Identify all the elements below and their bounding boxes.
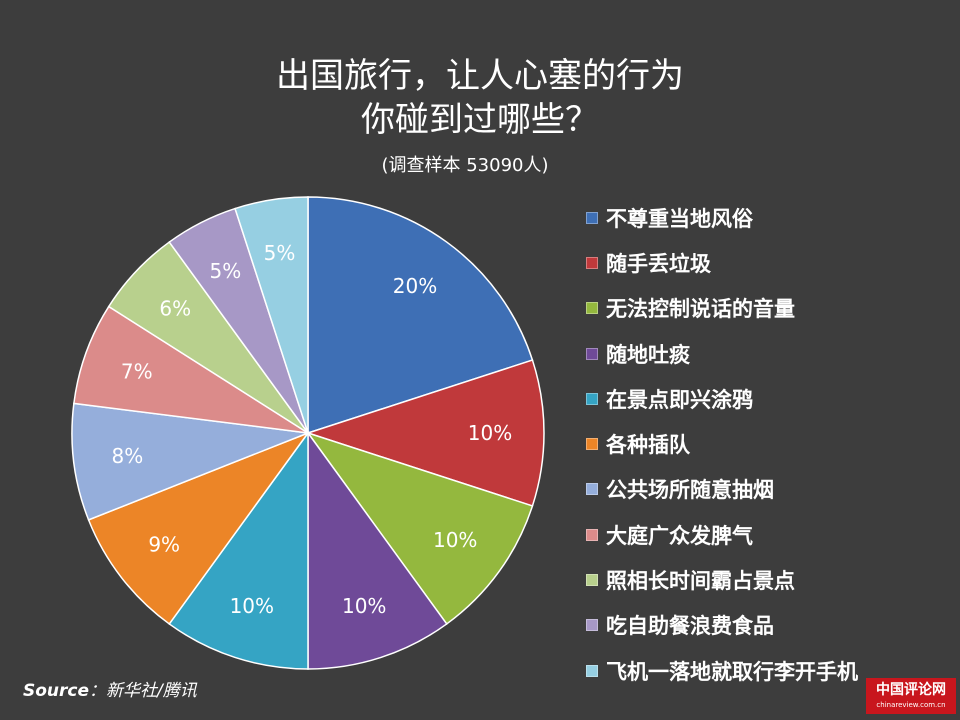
pie-data-label-2: 10% [468,421,512,445]
chart-title: 出国旅行，让人心塞的行为 [276,56,684,96]
pie-data-label-4: 10% [342,594,386,618]
legend-label: 各种插队 [606,433,690,458]
legend-swatch [586,574,598,587]
legend-swatch [586,256,598,269]
pie-data-label-11: 5% [264,241,296,265]
legend-label: 飞机一落地就取行李开手机 [606,659,858,684]
chart-title-line2: 你碰到过哪些？ [361,100,599,140]
legend-item-8: 大庭广众发脾气 [586,512,956,557]
legend-label: 照相长时间霸占景点 [606,569,795,594]
legend-label: 吃自助餐浪费食品 [606,614,774,639]
pie-data-label-1: 20% [393,274,437,298]
legend-item-1: 不尊重当地风俗 [586,195,956,240]
source-value: ：新华社/腾讯 [89,681,197,701]
legend-swatch [586,211,598,224]
pie-slice-6 [87,431,311,625]
source-key: Source [23,681,90,701]
legend-item-10: 吃自助餐浪费食品 [586,603,956,648]
legend-swatch [586,438,598,451]
pie-data-label-3: 10% [433,528,477,552]
legend-label: 随地吐痰 [606,342,690,367]
pie-slice-7 [71,402,309,521]
pie-data-label-7: 8% [112,444,144,468]
pie-slice-3 [306,431,534,625]
legend-label: 不尊重当地风俗 [606,206,753,231]
legend-label: 随手丢垃圾 [606,251,711,276]
pie-slice-11 [234,196,309,434]
pie-slice-4 [307,430,448,670]
legend-swatch [586,528,598,541]
legend-item-2: 随手丢垃圾 [586,240,956,285]
watermark-logo: 中国评论网 chinareview.com.cn [866,678,956,714]
watermark-name: 中国评论网 [876,682,946,698]
legend-item-6: 各种插队 [586,421,956,466]
pie-data-label-9: 6% [159,296,191,320]
legend: 不尊重当地风俗 随手丢垃圾无法控制说话的音量 随地吐痰在景点即兴涂鸦 各种插队公共场所… [586,195,956,693]
legend-swatch [586,347,598,360]
legend-swatch [586,664,598,677]
pie-data-label-10: 5% [210,259,242,283]
pie-slice-2 [305,359,545,507]
pie-data-label-5: 10% [230,594,274,618]
legend-item-3: 无法控制说话的音量 [586,286,956,331]
legend-item-11: 飞机一落地就取行李开手机 [586,648,956,693]
chart-subtitle: (调查样本 53090人) [381,155,549,176]
legend-item-5: 在景点即兴涂鸦 [586,376,956,421]
pie-slices [71,196,545,670]
pie-slice-1 [307,196,534,435]
legend-swatch [586,619,598,632]
legend-label: 大庭广众发脾气 [606,523,753,548]
pie-data-label-6: 9% [148,533,180,557]
pie-data-label-8: 7% [121,359,153,383]
source-note: Source：新华社/腾讯 [23,676,197,701]
pie-slice-8 [73,305,309,434]
legend-label: 无法控制说话的音量 [606,297,795,322]
legend-item-7: 公共场所随意抽烟 [586,467,956,512]
legend-label: 在景点即兴涂鸦 [606,387,753,412]
pie-slice-5 [168,430,309,670]
watermark-url: chinareview.com.cn [876,701,946,709]
legend-item-4: 随地吐痰 [586,331,956,376]
legend-label: 公共场所随意抽烟 [606,478,774,503]
legend-swatch [586,302,598,315]
legend-swatch [586,483,598,496]
pie-labels: 20% 10% 10% 10% 10% 9% 8% 7% 6% 5% 5% [112,241,513,618]
legend-item-9: 照相长时间霸占景点 [586,557,956,602]
legend-swatch [586,392,598,405]
